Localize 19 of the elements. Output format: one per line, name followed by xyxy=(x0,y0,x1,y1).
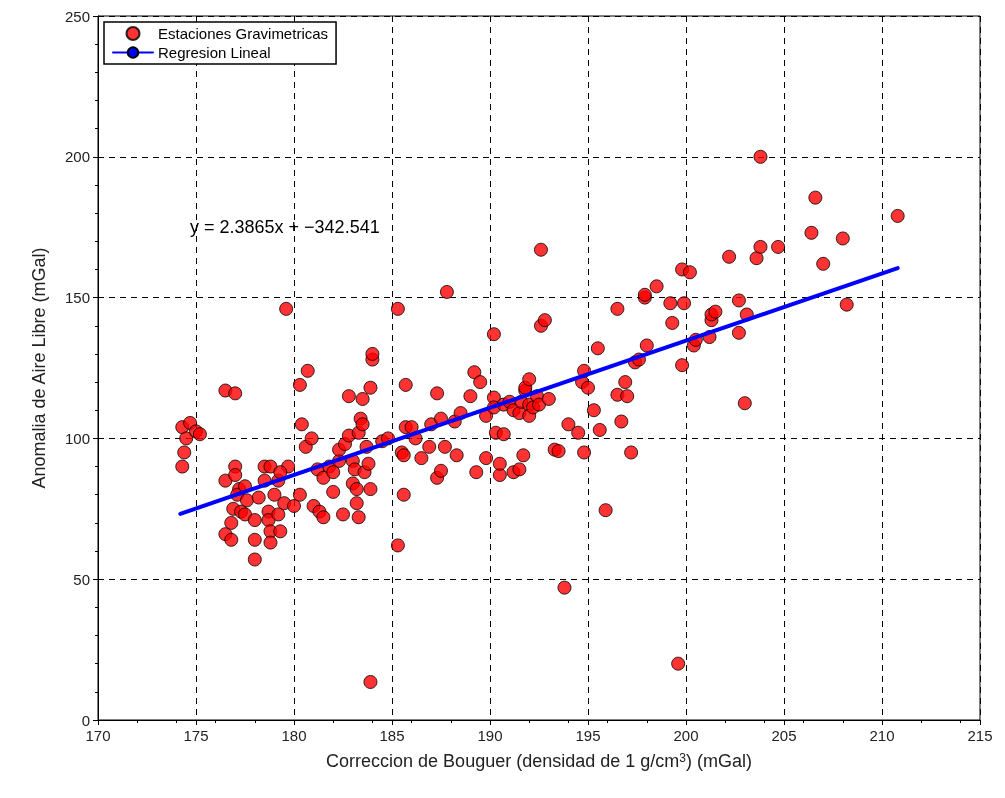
x-tick-label: 180 xyxy=(281,727,307,744)
y-tick-label: 150 xyxy=(64,289,90,307)
x-tick-label: 195 xyxy=(575,727,601,744)
y-tick-label: 0 xyxy=(81,711,90,729)
x-tick-label: 190 xyxy=(477,727,503,744)
x-tick-label: 215 xyxy=(967,727,993,744)
x-tick-label: 205 xyxy=(771,727,797,744)
x-tick-label: 185 xyxy=(379,727,405,744)
legend-label: Estaciones Gravimetricas xyxy=(158,25,329,42)
y-tick-label: 50 xyxy=(73,570,90,588)
x-tick-label: 210 xyxy=(869,727,895,744)
y-axis-title: Anomalia de Aire Libre (mGal) xyxy=(29,247,49,489)
x-tick-label: 170 xyxy=(85,727,111,744)
y-tick-label: 250 xyxy=(64,7,90,25)
x-tick-label: 200 xyxy=(673,727,699,744)
y-tick-label: 200 xyxy=(64,148,90,166)
y-tick-label: 100 xyxy=(64,429,90,447)
x-tick-label: 175 xyxy=(183,727,209,744)
legend-label: Regresion Lineal xyxy=(158,44,271,61)
